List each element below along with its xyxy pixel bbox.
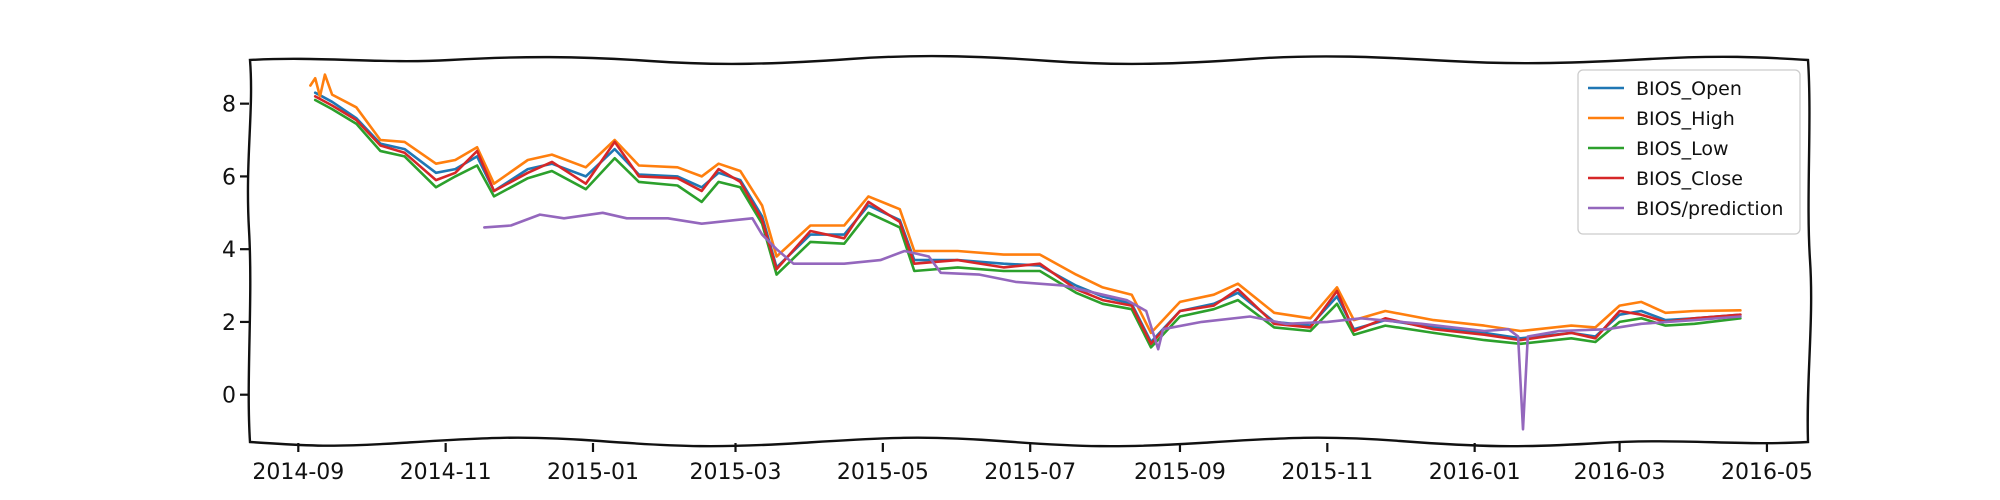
- x-tick-label: 2016-01: [1429, 460, 1521, 485]
- x-tick-label: 2015-01: [547, 460, 639, 485]
- x-tick-label: 2016-03: [1574, 460, 1666, 485]
- y-tick-label: 6: [222, 165, 236, 190]
- y-tick-label: 0: [222, 384, 236, 409]
- series-line-4: [483, 211, 1742, 431]
- legend-label: BIOS_Low: [1636, 138, 1729, 160]
- legend-box: [1577, 69, 1801, 235]
- legend-label: BIOS_Open: [1636, 78, 1742, 100]
- series-line-2: [313, 98, 1742, 349]
- series-line-3: [313, 95, 1742, 346]
- x-axis: 2014-09 2014-11 2015-01 2015-03 2015-05 2015-…: [252, 443, 1813, 485]
- x-tick-label: 2015-05: [837, 460, 929, 485]
- x-tick-label: 2014-09: [252, 460, 344, 485]
- legend: BIOS_Open BIOS_High BIOS_Low BIOS_Close BIOS…: [1577, 69, 1801, 235]
- y-tick-label: 8: [222, 93, 236, 118]
- y-axis: 0 2 4 6 8: [222, 93, 249, 409]
- x-tick-label: 2015-03: [690, 460, 782, 485]
- plot-frame: [246, 54, 1813, 448]
- plot-lines: [309, 73, 1742, 431]
- legend-label: BIOS_Close: [1636, 168, 1743, 190]
- x-tick-label: 2015-11: [1281, 460, 1373, 485]
- series-line-1: [309, 73, 1742, 335]
- x-tick-label: 2015-09: [1134, 460, 1226, 485]
- legend-label: BIOS_High: [1636, 108, 1735, 130]
- y-tick-label: 4: [222, 238, 236, 263]
- y-tick-label: 2: [222, 311, 236, 336]
- x-tick-label: 2014-11: [400, 460, 492, 485]
- legend-label: BIOS/prediction: [1636, 198, 1783, 220]
- x-tick-label: 2016-05: [1721, 460, 1813, 485]
- x-tick-label: 2015-07: [984, 460, 1076, 485]
